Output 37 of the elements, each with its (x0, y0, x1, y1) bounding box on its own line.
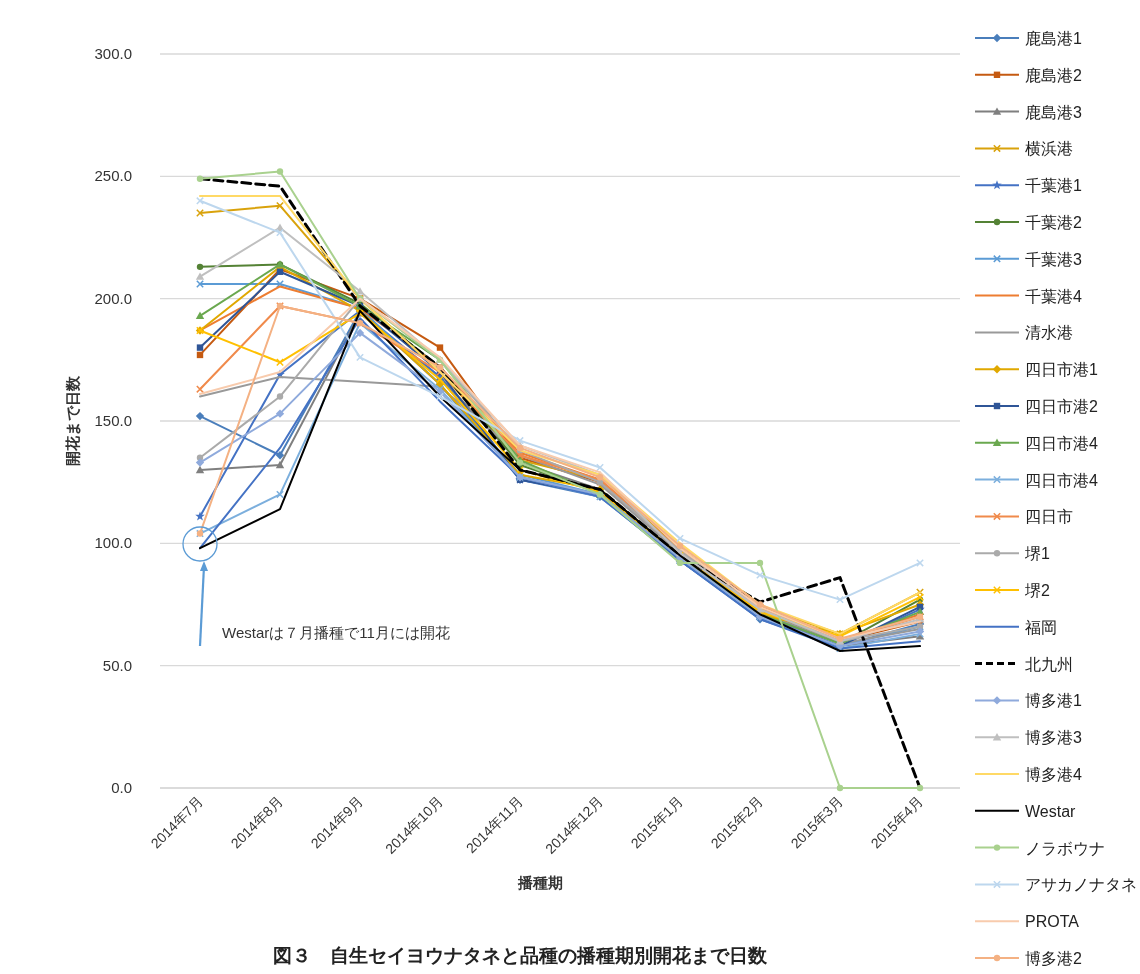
legend-label: 博多港3 (1025, 729, 1082, 747)
legend-label: PROTA (1025, 913, 1080, 931)
text: 図３ 自生セイヨウナタネと品種の播種期別開花まで日数 (273, 945, 768, 966)
legend-label: 四日市港4 (1025, 434, 1098, 452)
annotation: Westarは７月播種で11月には開花 (222, 624, 450, 641)
y-tick-label: 300.0 (94, 45, 132, 62)
legend-label: 鹿島港2 (1025, 66, 1082, 84)
y-tick-label: 50.0 (102, 656, 132, 674)
legend-label: ノラボウナ (1025, 839, 1105, 857)
legend-label: Westar (1025, 802, 1077, 820)
legend-label: 鹿島港3 (1025, 103, 1082, 121)
legend-label: 堺2 (1024, 582, 1050, 599)
y-tick-label: 250.0 (94, 167, 132, 185)
legend-label: 博多港1 (1025, 692, 1082, 710)
legend-label: 福岡 (1025, 618, 1057, 636)
legend-label: 堺1 (1024, 545, 1050, 563)
legend-label: 博多港2 (1025, 950, 1082, 967)
y-tick-label: 100.0 (94, 534, 132, 552)
y-tick-label: 0.0 (111, 779, 132, 796)
legend-label: 千葉港4 (1025, 287, 1082, 305)
legend-label: 北九州 (1025, 655, 1073, 673)
legend-label: 四日市港4 (1025, 471, 1098, 489)
legend-label: 四日市港2 (1025, 398, 1098, 415)
legend-label: 横浜港 (1025, 140, 1073, 158)
legend-label: 千葉港2 (1025, 214, 1082, 231)
legend-label: 鹿島港1 (1025, 30, 1082, 47)
legend-label: 千葉港3 (1025, 250, 1082, 268)
y-tick-label: 200.0 (94, 289, 132, 307)
legend-label: 四日市港1 (1025, 361, 1098, 379)
y-tick-label: 150.0 (94, 412, 132, 429)
y-axis-title: 開花まで日数 (64, 375, 81, 466)
legend-label: 千葉港1 (1025, 177, 1082, 195)
legend-label: アサカノナタネ (1025, 876, 1137, 894)
legend-label: 四日市 (1025, 508, 1073, 526)
legend-label: 博多港4 (1025, 766, 1082, 783)
legend-label: 清水港 (1025, 324, 1073, 342)
x-axis-title: 播種期 (516, 874, 563, 891)
